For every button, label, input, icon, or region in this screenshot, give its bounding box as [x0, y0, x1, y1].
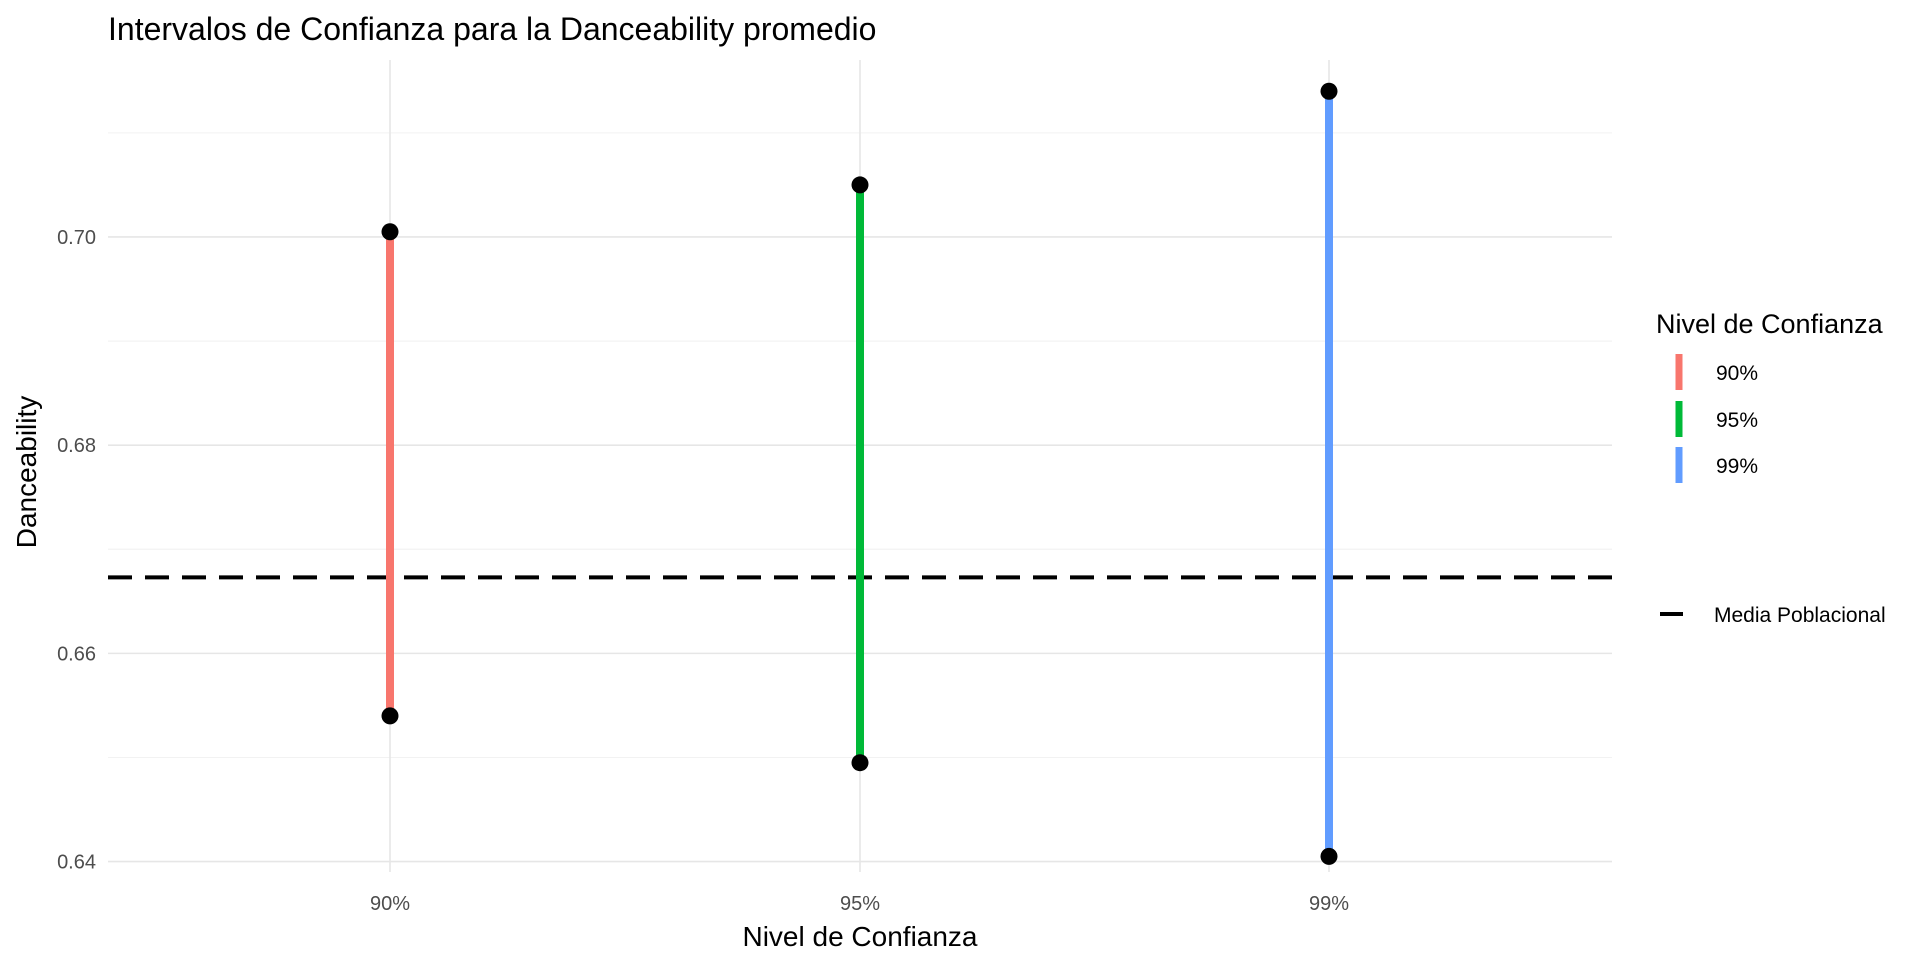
x-tick-label: 95% [840, 893, 880, 915]
y-tick-label: 0.66 [57, 643, 96, 665]
x-axis-title: Nivel de Confianza [742, 921, 977, 952]
interval-layer [381, 82, 1338, 865]
y-tick-label: 0.70 [57, 227, 96, 249]
legend-label-media-poblacional: Media Poblacional [1714, 604, 1886, 627]
chart-title: Intervalos de Confianza para la Danceabi… [108, 11, 876, 47]
upper-bound-point [381, 223, 399, 241]
legend: Nivel de Confianza 90% 95% 99% Media Pobla… [1656, 309, 1886, 627]
legend-label: 95% [1716, 409, 1758, 432]
legend-title: Nivel de Confianza [1656, 309, 1884, 339]
upper-bound-point [1320, 82, 1338, 100]
x-tick-label: 99% [1309, 893, 1349, 915]
lower-bound-point [381, 707, 399, 725]
lower-bound-point [1320, 847, 1338, 865]
tick-layer: 0.64 0.66 0.68 0.70 90% 95% 99% [57, 227, 1349, 915]
x-tick-label: 90% [370, 893, 410, 915]
lower-bound-point [851, 754, 869, 772]
legend-label: 90% [1716, 362, 1758, 385]
y-tick-label: 0.68 [57, 435, 96, 457]
y-axis-title: Danceability [11, 396, 42, 549]
upper-bound-point [851, 176, 869, 194]
legend-label: 99% [1716, 455, 1758, 478]
y-tick-label: 0.64 [57, 852, 96, 874]
legend-entries: 90% 95% 99% [1675, 354, 1758, 483]
